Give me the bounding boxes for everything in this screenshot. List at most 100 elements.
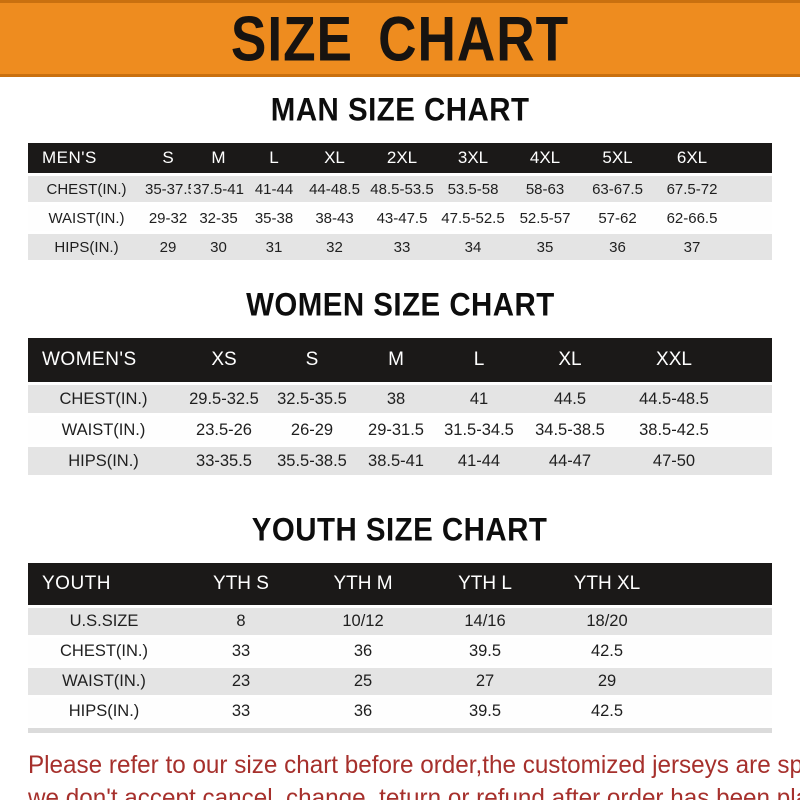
size-col-header: 3XL bbox=[437, 143, 509, 173]
size-cell: 36 bbox=[302, 698, 424, 725]
size-cell: 32.5-35.5 bbox=[269, 385, 355, 413]
size-col-header: YTH S bbox=[180, 563, 302, 605]
size-cell: 27 bbox=[424, 668, 546, 695]
size-cell: 29 bbox=[546, 668, 668, 695]
row-label: CHEST(IN.) bbox=[28, 385, 179, 413]
table-row: CHEST(IN.) 29.5-32.5 32.5-35.5 38 41 44.… bbox=[28, 385, 772, 413]
cell-filler bbox=[729, 447, 772, 475]
size-cell: 29.5-32.5 bbox=[179, 385, 269, 413]
youth-header-row: YOUTH YTH S YTH M YTH L YTH XL bbox=[28, 563, 772, 605]
header-filler bbox=[729, 338, 772, 382]
cell-filler bbox=[730, 234, 772, 260]
size-cell: 38-43 bbox=[302, 205, 367, 231]
table-row: HIPS(IN.) 29 30 31 32 33 34 35 36 37 bbox=[28, 234, 772, 260]
youth-header-label: YOUTH bbox=[28, 563, 180, 605]
row-label: HIPS(IN.) bbox=[28, 698, 180, 725]
size-cell: 37 bbox=[654, 234, 730, 260]
youth-section-title-wrap: YOUTH SIZE CHART bbox=[0, 510, 800, 549]
size-cell: 52.5-57 bbox=[509, 205, 581, 231]
table-row: WAIST(IN.) 23.5-26 26-29 29-31.5 31.5-34… bbox=[28, 416, 772, 444]
table-row: HIPS(IN.) 33 36 39.5 42.5 bbox=[28, 698, 772, 725]
size-cell: 48.5-53.5 bbox=[367, 176, 437, 202]
row-label: WAIST(IN.) bbox=[28, 416, 179, 444]
size-cell: 23.5-26 bbox=[179, 416, 269, 444]
size-cell: 39.5 bbox=[424, 638, 546, 665]
size-cell: 41-44 bbox=[246, 176, 302, 202]
men-header-label: MEN'S bbox=[28, 143, 145, 173]
row-label: HIPS(IN.) bbox=[28, 447, 179, 475]
youth-section-title: YOUTH SIZE CHART bbox=[252, 510, 548, 549]
row-label: HIPS(IN.) bbox=[28, 234, 145, 260]
size-cell: 37.5-41 bbox=[191, 176, 246, 202]
row-label: WAIST(IN.) bbox=[28, 668, 180, 695]
size-cell: 38.5-42.5 bbox=[619, 416, 729, 444]
size-cell: 34.5-38.5 bbox=[521, 416, 619, 444]
size-cell: 53.5-58 bbox=[437, 176, 509, 202]
women-size-table: WOMEN'S XS S M L XL XXL CHEST(IN.) 29.5-… bbox=[28, 335, 772, 478]
size-cell: 29-31.5 bbox=[355, 416, 437, 444]
size-cell: 32-35 bbox=[191, 205, 246, 231]
size-col-header: L bbox=[246, 143, 302, 173]
cell-filler bbox=[668, 698, 772, 725]
size-cell: 41 bbox=[437, 385, 521, 413]
cell-filler bbox=[668, 638, 772, 665]
row-label: CHEST(IN.) bbox=[28, 638, 180, 665]
size-col-header: M bbox=[191, 143, 246, 173]
size-cell: 58-63 bbox=[509, 176, 581, 202]
size-cell: 33-35.5 bbox=[179, 447, 269, 475]
header-filler bbox=[668, 563, 772, 605]
size-cell: 47.5-52.5 bbox=[437, 205, 509, 231]
size-cell: 31 bbox=[246, 234, 302, 260]
size-cell: 47-50 bbox=[619, 447, 729, 475]
size-col-header: YTH M bbox=[302, 563, 424, 605]
women-section-title-wrap: WOMEN SIZE CHART bbox=[0, 286, 800, 323]
table-row: U.S.SIZE 8 10/12 14/16 18/20 bbox=[28, 608, 772, 635]
table-row: WAIST(IN.) 23 25 27 29 bbox=[28, 668, 772, 695]
size-col-header: M bbox=[355, 338, 437, 382]
size-cell: 44-47 bbox=[521, 447, 619, 475]
size-cell: 44.5 bbox=[521, 385, 619, 413]
size-col-header: S bbox=[145, 143, 191, 173]
size-col-header: S bbox=[269, 338, 355, 382]
size-col-header: YTH XL bbox=[546, 563, 668, 605]
row-label: WAIST(IN.) bbox=[28, 205, 145, 231]
size-col-header: L bbox=[437, 338, 521, 382]
disclaimer: Please refer to our size chart before or… bbox=[28, 749, 800, 800]
size-cell: 26-29 bbox=[269, 416, 355, 444]
header-filler bbox=[730, 143, 772, 173]
man-section-title-wrap: MAN SIZE CHART bbox=[0, 91, 800, 128]
cell-filler bbox=[668, 608, 772, 635]
size-cell: 41-44 bbox=[437, 447, 521, 475]
table-row: WAIST(IN.) 29-32 32-35 35-38 38-43 43-47… bbox=[28, 205, 772, 231]
size-cell: 44.5-48.5 bbox=[619, 385, 729, 413]
table-row: HIPS(IN.) 33-35.5 35.5-38.5 38.5-41 41-4… bbox=[28, 447, 772, 475]
cell-filler bbox=[730, 176, 772, 202]
men-size-table: MEN'S S M L XL 2XL 3XL 4XL 5XL 6XL CHEST… bbox=[28, 140, 772, 263]
row-label: CHEST(IN.) bbox=[28, 176, 145, 202]
page-title: SIZE CHART bbox=[230, 3, 570, 74]
size-col-header: 4XL bbox=[509, 143, 581, 173]
size-cell: 38 bbox=[355, 385, 437, 413]
size-cell: 25 bbox=[302, 668, 424, 695]
size-cell: 8 bbox=[180, 608, 302, 635]
size-cell: 35.5-38.5 bbox=[269, 447, 355, 475]
youth-size-table: YOUTH YTH S YTH M YTH L YTH XL U.S.SIZE … bbox=[28, 560, 772, 728]
size-col-header: 6XL bbox=[654, 143, 730, 173]
cell-filler bbox=[668, 668, 772, 695]
disclaimer-line-2: we don't accept cancel, change, teturn o… bbox=[28, 784, 800, 800]
size-cell: 35-38 bbox=[246, 205, 302, 231]
size-cell: 38.5-41 bbox=[355, 447, 437, 475]
size-cell: 39.5 bbox=[424, 698, 546, 725]
size-cell: 18/20 bbox=[546, 608, 668, 635]
table-bottom-strip bbox=[28, 728, 772, 733]
disclaimer-line-1: Please refer to our size chart before or… bbox=[28, 751, 800, 779]
size-cell: 33 bbox=[367, 234, 437, 260]
size-cell: 14/16 bbox=[424, 608, 546, 635]
size-col-header: XL bbox=[521, 338, 619, 382]
size-cell: 35 bbox=[509, 234, 581, 260]
size-cell: 34 bbox=[437, 234, 509, 260]
cell-filler bbox=[729, 416, 772, 444]
women-header-label: WOMEN'S bbox=[28, 338, 179, 382]
table-row: CHEST(IN.) 35-37.5 37.5-41 41-44 44-48.5… bbox=[28, 176, 772, 202]
